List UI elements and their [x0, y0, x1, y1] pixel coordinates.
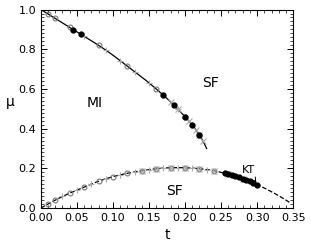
X-axis label: t: t	[164, 228, 170, 243]
Text: MI: MI	[87, 96, 103, 110]
Text: KT: KT	[242, 165, 256, 182]
Text: SF: SF	[166, 184, 183, 198]
Y-axis label: μ: μ	[6, 95, 14, 109]
Text: SF: SF	[202, 76, 219, 90]
